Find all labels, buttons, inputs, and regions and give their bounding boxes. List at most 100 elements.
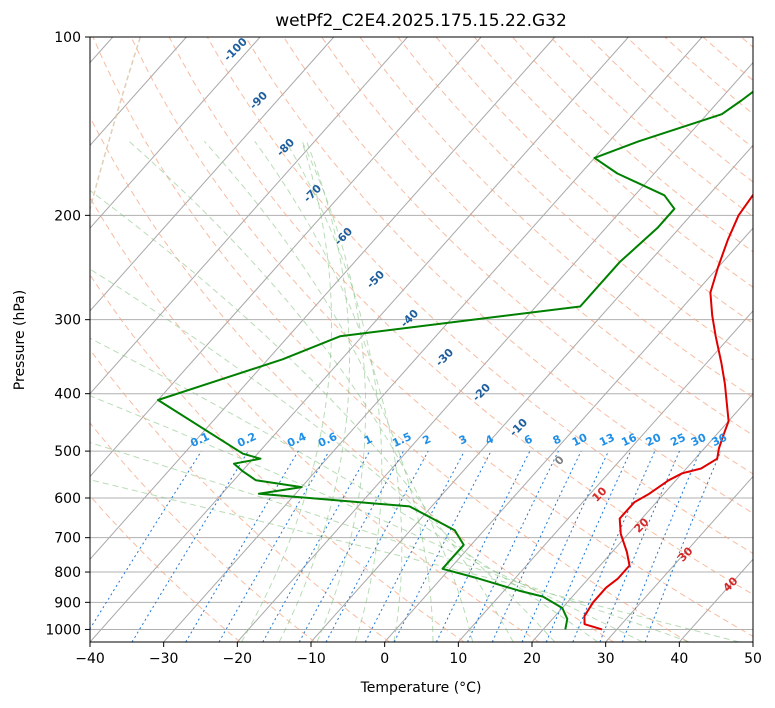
mixing-ratio-line — [298, 450, 404, 642]
dry-adiabat-line — [512, 37, 753, 253]
isotherm-line — [531, 392, 753, 642]
dry-adiabat-label: -30 — [433, 346, 456, 369]
moist-adiabat-line — [90, 189, 514, 642]
y-tick-label: 600 — [54, 491, 81, 507]
dry-adiabat-line — [550, 37, 753, 218]
y-tick-label: 400 — [54, 387, 81, 403]
moist-adiabat-line — [241, 141, 332, 642]
x-tick-label: 20 — [523, 651, 541, 667]
mixing-ratio-label: 1 — [362, 432, 374, 447]
isoline-labels: 0.1 0.2 0.4 0.6 1 1.5 2 3 4 6 8 10 13 16 20 25 30 36-100-… — [188, 35, 740, 595]
temperature-profile-line — [583, 193, 753, 631]
y-tick-label: 500 — [54, 444, 81, 460]
dry-adiabat-line — [206, 37, 753, 554]
dry-adiabat-label: -20 — [470, 381, 493, 404]
isotherm-line — [90, 37, 556, 560]
y-tick-label: 1000 — [45, 622, 81, 638]
isotherm-line — [90, 37, 629, 642]
moist-adiabat-line — [254, 141, 403, 642]
isotherm-line — [90, 37, 482, 478]
mixing-ratio-label: 2 — [421, 432, 433, 447]
dry-adiabat-line — [92, 37, 689, 642]
mixing-ratio-label: 8 — [551, 432, 563, 447]
y-tick-label: 300 — [54, 313, 81, 329]
moist-adiabat-line — [90, 442, 690, 642]
mixing-ratio-label: 0.6 — [316, 430, 339, 450]
mixing-ratio-line — [262, 450, 371, 642]
mixing-ratio-line — [131, 450, 249, 642]
x-tick-label: 10 — [449, 651, 467, 667]
moist-adiabat-line — [278, 141, 350, 642]
mixing-ratio-label: 36 — [710, 431, 730, 449]
dry-adiabat-label: -60 — [332, 225, 355, 248]
dry-adiabat-line — [90, 495, 241, 642]
isotherm-line — [236, 61, 753, 642]
mixing-ratio-line — [644, 450, 722, 642]
mixing-ratio-line — [621, 450, 701, 642]
isotherm-line — [457, 310, 753, 642]
mixing-ratio-label: 20 — [644, 431, 664, 449]
mixing-ratio-label: 25 — [668, 431, 687, 449]
dry-adiabat-label: -90 — [247, 89, 270, 112]
mixing-ratio-line — [393, 450, 492, 642]
dry-adiabat-line — [245, 37, 753, 514]
mixing-ratio-line — [218, 450, 330, 642]
dry-adiabat-label: 0 — [552, 453, 567, 468]
x-tick-label: 40 — [670, 651, 688, 667]
isotherm-line — [605, 475, 753, 642]
mixing-ratio-line — [545, 450, 632, 642]
isotherm-line — [752, 641, 753, 642]
dry-adiabat-label: -100 — [221, 35, 250, 64]
dewpoint-profile-line — [157, 90, 753, 630]
moist-adiabat-line — [128, 140, 474, 642]
mixing-ratio-label: 0.1 — [188, 430, 211, 450]
moist-adiabat-line — [90, 479, 740, 642]
profile-lines — [157, 90, 753, 631]
isotherm-line — [310, 144, 753, 642]
x-axis-label: Temperature (°C) — [360, 680, 482, 696]
y-axis-label: Pressure (hPa) — [12, 290, 28, 390]
isotherm-line — [90, 37, 408, 395]
dry-adiabat-line — [702, 37, 753, 82]
dry-adiabat-line — [397, 37, 753, 361]
x-tick-label: 0 — [380, 651, 389, 667]
moist-adiabat-line — [203, 140, 434, 642]
y-tick-label: 100 — [54, 30, 81, 46]
x-tick-label: −40 — [75, 651, 105, 667]
mixing-ratio-line — [185, 450, 299, 642]
axis-ticks: −40 −30 −20 −10 0 10 20 30 40 5010009008007006005… — [45, 30, 762, 667]
background-lines — [90, 37, 753, 642]
x-tick-label: −20 — [223, 651, 253, 667]
x-tick-label: 30 — [597, 651, 615, 667]
chart-title: wetPf2_C2E4.2025.175.15.22.G32 — [275, 11, 567, 31]
mixing-ratio-label: 0.4 — [285, 430, 308, 450]
mixing-ratio-line — [599, 450, 680, 642]
moist-adiabat-line — [285, 141, 383, 642]
mixing-ratio-label: 4 — [483, 432, 496, 447]
mixing-ratio-line — [521, 450, 609, 642]
mixing-ratio-line — [364, 450, 465, 642]
x-tick-label: −30 — [149, 651, 179, 667]
mixing-ratio-line — [435, 450, 531, 642]
mixing-ratio-line — [572, 450, 656, 642]
mixing-ratio-line — [325, 450, 429, 642]
plot-frame — [89, 36, 754, 643]
mixing-ratio-label: 3 — [457, 432, 469, 447]
mixing-ratio-line — [467, 450, 559, 642]
mixing-ratio-label: 16 — [619, 431, 639, 449]
mixing-ratio-line — [90, 450, 202, 630]
isotherm-line — [90, 37, 187, 147]
mixing-ratio-label: 10 — [570, 431, 590, 449]
moist-adiabat-line — [90, 395, 643, 642]
mixing-ratio-label: 0.2 — [235, 430, 258, 450]
moist-adiabat-line — [301, 141, 367, 642]
dry-adiabat-line — [130, 37, 753, 637]
isotherm-line — [384, 227, 753, 642]
y-tick-label: 900 — [54, 595, 81, 611]
dry-adiabat-label: 20 — [632, 515, 652, 535]
dry-adiabat-line — [359, 37, 753, 398]
dry-adiabat-label: -50 — [364, 268, 387, 291]
isotherm-line — [90, 37, 335, 312]
moist-adiabat-line — [90, 337, 598, 642]
y-tick-label: 700 — [54, 531, 81, 547]
